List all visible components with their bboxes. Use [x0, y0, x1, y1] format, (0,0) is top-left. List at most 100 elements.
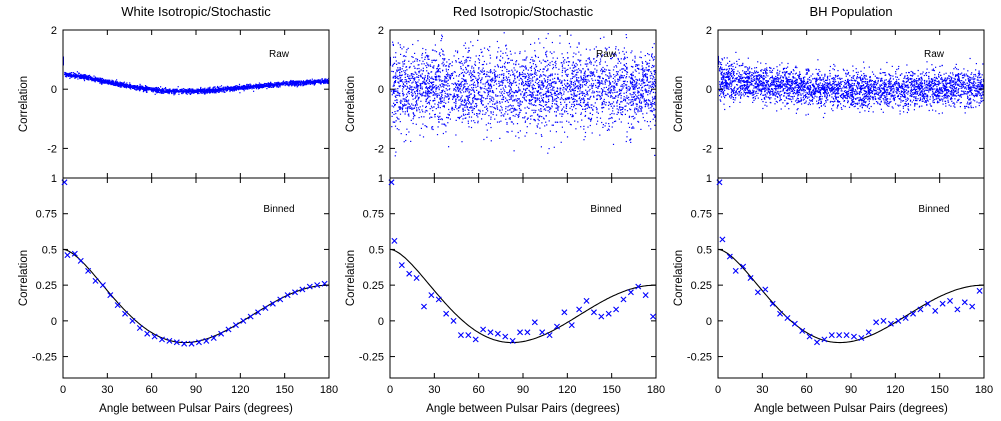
raw-point [584, 95, 586, 97]
raw-point [244, 88, 246, 90]
raw-point [436, 87, 438, 89]
raw-point [631, 75, 633, 77]
raw-point [431, 126, 433, 128]
raw-point [395, 76, 397, 78]
raw-point [403, 141, 405, 143]
raw-point [594, 61, 596, 63]
raw-point [543, 85, 545, 87]
raw-point [470, 93, 472, 95]
binned-point [85, 267, 92, 274]
raw-point [631, 104, 633, 106]
raw-point [573, 82, 575, 84]
raw-point [231, 89, 233, 91]
raw-point [515, 91, 517, 93]
raw-point [634, 61, 636, 63]
raw-point [431, 116, 433, 118]
raw-point [513, 73, 515, 75]
raw-point [557, 97, 559, 99]
raw-point [207, 87, 209, 89]
raw-point [141, 87, 143, 89]
raw-point [459, 83, 461, 85]
raw-point [439, 112, 441, 114]
raw-point [590, 83, 593, 85]
raw-point [583, 92, 585, 95]
raw-point [612, 77, 614, 79]
raw-point [414, 81, 417, 83]
raw-point [591, 107, 593, 109]
raw-point [76, 76, 78, 78]
raw-point [447, 79, 449, 81]
raw-point [152, 91, 154, 93]
raw-point [525, 90, 527, 92]
raw-point [523, 69, 525, 71]
raw-point [206, 88, 209, 90]
raw-point [628, 85, 630, 88]
raw-point [429, 85, 431, 87]
raw-point [462, 78, 464, 80]
raw-point [632, 115, 634, 117]
raw-point [256, 84, 258, 86]
raw-point [587, 63, 589, 65]
raw-point [578, 42, 580, 44]
raw-point [238, 83, 241, 85]
raw-point [404, 85, 406, 87]
raw-point [547, 110, 549, 112]
raw-point [500, 55, 502, 57]
binned-point [284, 292, 291, 299]
raw-point [113, 84, 115, 86]
raw-point [136, 89, 138, 91]
raw-point [466, 96, 468, 98]
raw-point [557, 73, 559, 75]
binned-point [144, 330, 151, 337]
raw-point [528, 74, 530, 76]
raw-point [455, 105, 457, 107]
raw-point [210, 88, 212, 90]
raw-point [174, 92, 176, 94]
raw-point [495, 70, 497, 72]
raw-point [396, 128, 398, 130]
raw-point [168, 88, 170, 90]
raw-point [572, 115, 574, 118]
raw-point [456, 52, 459, 54]
raw-point [401, 90, 404, 92]
raw-point [91, 80, 93, 82]
raw-point [472, 74, 474, 76]
raw-point [99, 81, 101, 83]
raw-point [155, 89, 157, 92]
raw-point [229, 86, 231, 88]
raw-point [541, 105, 543, 107]
raw-point [573, 91, 575, 93]
raw-point [606, 80, 608, 82]
raw-point [572, 61, 574, 63]
raw-point [552, 100, 554, 102]
raw-point [602, 66, 604, 69]
raw-point [615, 53, 617, 55]
raw-point [620, 113, 622, 115]
raw-point [557, 88, 559, 90]
raw-point [599, 117, 602, 119]
raw-point [652, 91, 654, 93]
raw-point [519, 89, 521, 91]
raw-point [471, 80, 473, 82]
raw-point [632, 96, 634, 98]
raw-point [216, 86, 218, 89]
raw-point [628, 99, 630, 101]
raw-point [575, 62, 577, 65]
raw-point [124, 85, 126, 88]
raw-point [632, 91, 634, 93]
raw-point [134, 88, 136, 90]
raw-point [469, 102, 471, 104]
raw-point [524, 50, 526, 52]
raw-point [493, 98, 495, 100]
raw-point [440, 100, 442, 102]
binned-point [314, 282, 321, 289]
raw-point [623, 47, 625, 49]
raw-point [305, 81, 307, 83]
raw-point [464, 109, 466, 111]
raw-point [258, 85, 260, 87]
raw-point [467, 86, 469, 88]
raw-point [406, 109, 408, 111]
raw-point [471, 110, 473, 112]
raw-point [516, 123, 519, 125]
raw-point [614, 79, 616, 81]
